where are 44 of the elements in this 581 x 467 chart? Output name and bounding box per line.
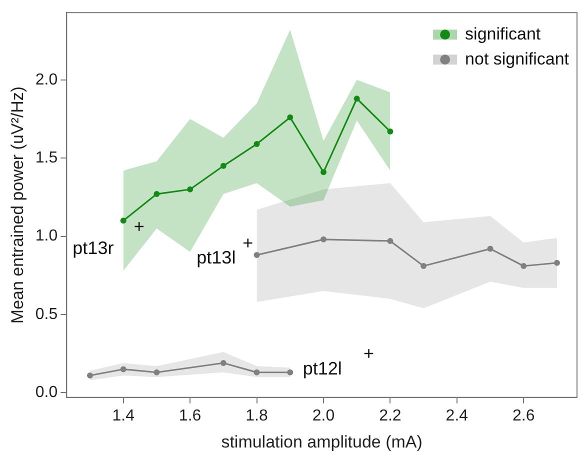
legend-label: significant xyxy=(465,24,541,44)
annotation: pt13r xyxy=(72,238,114,258)
point xyxy=(254,252,260,258)
point xyxy=(220,360,226,366)
point xyxy=(387,128,394,134)
x-tick-label: 2.6 xyxy=(512,407,535,424)
point xyxy=(387,238,394,244)
annotation: pt12l xyxy=(302,358,342,378)
annotation: + xyxy=(242,232,254,253)
point xyxy=(354,96,360,102)
legend-label: not significant xyxy=(465,49,570,68)
x-tick-label: 2.4 xyxy=(446,407,468,424)
x-tick-label: 2.0 xyxy=(312,407,335,424)
point xyxy=(287,114,294,120)
y-tick-label: 0.0 xyxy=(35,384,58,402)
point xyxy=(154,369,160,376)
x-tick-label: 2.2 xyxy=(379,407,402,424)
point xyxy=(120,218,126,224)
point xyxy=(254,369,260,376)
annotation: + xyxy=(134,216,144,236)
point xyxy=(154,191,160,198)
y-axis-title: Mean entrained power (uV²/Hz) xyxy=(8,86,27,324)
point xyxy=(187,186,194,192)
point xyxy=(254,140,260,147)
y-tick-label: 2.0 xyxy=(35,71,58,88)
point xyxy=(487,246,494,252)
point xyxy=(220,162,226,169)
annotation: pt13l xyxy=(196,247,236,268)
point xyxy=(320,236,326,242)
point xyxy=(86,372,93,378)
point xyxy=(287,369,294,376)
x-tick-label: 1.4 xyxy=(112,407,135,424)
point xyxy=(320,169,326,176)
y-tick-label: 1.5 xyxy=(35,149,58,166)
point xyxy=(520,263,527,270)
annotation: + xyxy=(364,344,374,364)
y-tick-label: 0.5 xyxy=(35,306,58,323)
point xyxy=(420,263,427,270)
point xyxy=(554,260,560,266)
y-tick-label: 1.0 xyxy=(35,228,58,245)
x-tick-label: 1.6 xyxy=(178,407,202,424)
x-axis-title: stimulation amplitude (mA) xyxy=(221,432,422,452)
x-tick-label: 1.8 xyxy=(246,407,268,424)
point xyxy=(120,366,126,372)
